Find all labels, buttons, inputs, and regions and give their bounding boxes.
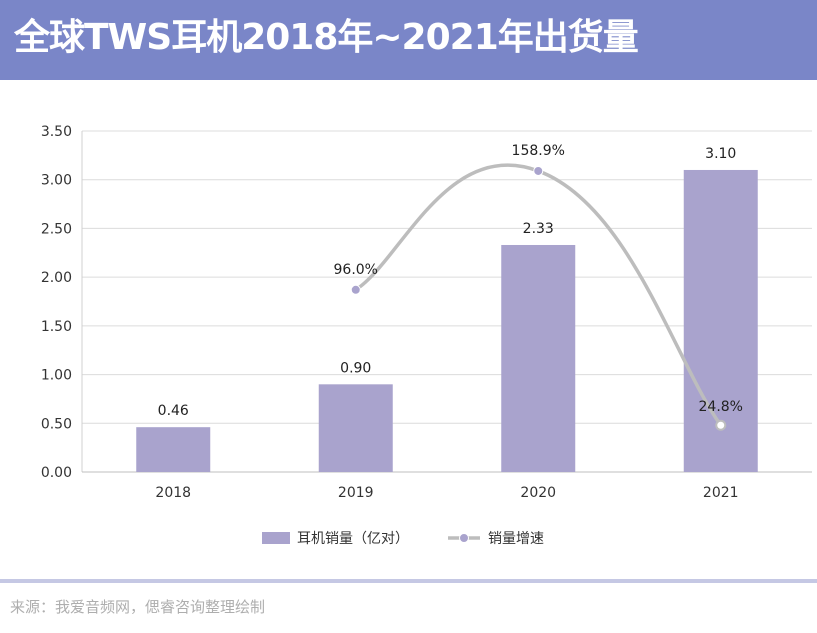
title-banner: 全球TWS耳机2018年~2021年出货量 xyxy=(0,0,817,80)
growth-marker xyxy=(533,165,544,176)
bar-data-label: 3.10 xyxy=(705,146,736,162)
legend-bar-swatch xyxy=(262,532,290,544)
growth-data-label: 158.9% xyxy=(512,143,565,159)
bar-data-label: 2.33 xyxy=(523,221,554,237)
y-tick-label: 3.50 xyxy=(41,124,72,140)
x-tick-label: 2021 xyxy=(703,485,739,501)
y-tick-label: 1.00 xyxy=(41,368,72,384)
growth-data-label: 96.0% xyxy=(334,262,378,278)
page-title: 全球TWS耳机2018年~2021年出货量 xyxy=(14,17,639,58)
x-tick-label: 2019 xyxy=(338,485,374,501)
legend-bar-label: 耳机销量（亿对） xyxy=(297,531,409,547)
x-tick-label: 2020 xyxy=(520,485,556,501)
bar xyxy=(501,244,576,472)
y-tick-label: 0.00 xyxy=(41,465,72,481)
y-tick-label: 2.00 xyxy=(41,270,72,286)
legend-line-label: 销量增速 xyxy=(488,531,544,547)
source-note: 来源：我爱音频网，偲睿咨询整理绘制 xyxy=(10,598,266,616)
growth-marker xyxy=(350,284,361,295)
y-tick-label: 1.50 xyxy=(41,319,72,335)
bar xyxy=(136,427,211,472)
x-tick-label: 2018 xyxy=(155,485,191,501)
bar xyxy=(318,384,393,472)
growth-data-label: 24.8% xyxy=(699,399,743,415)
chart-area: 0.00 0.50 1.00 1.50 2.00 2.50 3.00 3.50 2018 2019… xyxy=(41,124,812,547)
bar-data-label: 0.90 xyxy=(340,360,371,376)
y-tick-label: 2.50 xyxy=(41,221,72,237)
footer-divider xyxy=(0,579,817,583)
legend-line-marker xyxy=(459,533,469,543)
growth-marker xyxy=(715,419,727,431)
bar-data-label: 0.46 xyxy=(158,403,189,419)
y-tick-label: 0.50 xyxy=(41,416,72,432)
y-tick-label: 3.00 xyxy=(41,173,72,189)
